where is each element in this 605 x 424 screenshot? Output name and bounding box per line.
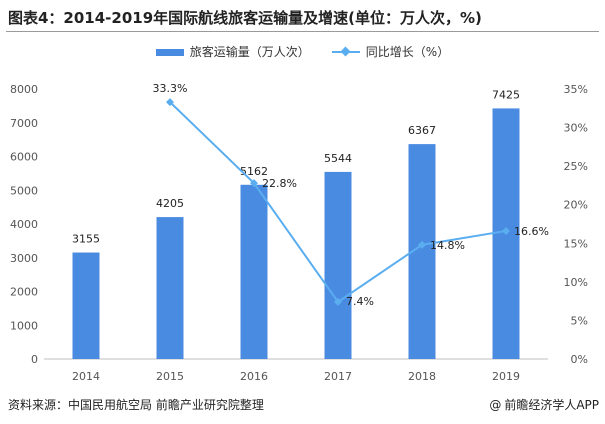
y-left-tick-label: 5000 xyxy=(10,184,38,197)
bar-data-label: 5544 xyxy=(324,152,352,165)
growth-point xyxy=(166,98,174,107)
legend-item-line: 同比增长（%） xyxy=(331,44,450,60)
bar xyxy=(240,184,268,359)
y-right-tick-label: 15% xyxy=(564,237,588,250)
y-left-tick-label: 3000 xyxy=(10,252,38,265)
at-icon: @ xyxy=(489,397,502,412)
y-right-tick-label: 30% xyxy=(564,122,588,135)
growth-data-label: 7.4% xyxy=(346,295,374,308)
y-right-tick-label: 0% xyxy=(571,353,588,366)
x-tick-label: 2015 xyxy=(156,370,184,383)
y-left-tick-label: 7000 xyxy=(10,117,38,130)
y-left-tick-label: 1000 xyxy=(10,319,38,332)
y-right-tick-label: 25% xyxy=(564,160,588,173)
y-right-tick-label: 35% xyxy=(564,83,588,96)
growth-point xyxy=(250,179,258,188)
brand-credit: @ 前瞻经济学人APP xyxy=(489,396,599,413)
bar-data-label: 7425 xyxy=(492,88,520,101)
bar xyxy=(156,217,184,359)
source-note: 资料来源：中国民用航空局 前瞻产业研究院整理 xyxy=(8,398,264,412)
bar-data-label: 4205 xyxy=(156,197,184,210)
bar xyxy=(324,171,352,359)
x-tick-label: 2016 xyxy=(240,370,268,383)
bar-data-label: 3155 xyxy=(72,233,100,246)
x-tick-label: 2014 xyxy=(72,370,100,383)
legend-bar-label: 旅客运输量（万人次） xyxy=(189,45,310,59)
y-left-tick-label: 4000 xyxy=(10,218,38,231)
growth-point xyxy=(334,297,342,306)
bar xyxy=(72,252,100,359)
y-left-tick-label: 6000 xyxy=(10,151,38,164)
y-left-tick-label: 2000 xyxy=(10,286,38,299)
brand-name: 前瞻经济学人APP xyxy=(504,398,599,412)
growth-point xyxy=(418,240,426,249)
y-right-tick-label: 10% xyxy=(564,276,588,289)
title-divider xyxy=(6,31,599,32)
legend-bar-swatch xyxy=(155,48,184,56)
legend-line-label: 同比增长（%） xyxy=(365,45,450,59)
y-left-tick-label: 0 xyxy=(31,353,38,366)
bar-data-label: 5162 xyxy=(240,165,268,178)
x-tick-label: 2018 xyxy=(408,370,436,383)
y-right-tick-label: 5% xyxy=(571,314,588,327)
chart-title: 图表4：2014-2019年国际航线旅客运输量及增速(单位：万人次，%) xyxy=(8,9,482,27)
growth-point xyxy=(502,226,510,235)
y-right-tick-label: 20% xyxy=(564,199,588,212)
growth-data-label: 22.8% xyxy=(262,177,297,190)
growth-data-label: 14.8% xyxy=(430,239,465,252)
growth-data-label: 16.6% xyxy=(514,225,549,238)
legend-item-bar: 旅客运输量（万人次） xyxy=(155,44,310,60)
bar-data-label: 6367 xyxy=(408,124,436,137)
y-left-tick-label: 8000 xyxy=(10,83,38,96)
chart-legend: 旅客运输量（万人次） 同比增长（%） xyxy=(0,44,605,60)
legend-line-swatch xyxy=(331,46,360,57)
growth-data-label: 33.3% xyxy=(153,82,188,95)
x-tick-label: 2017 xyxy=(324,370,352,383)
x-tick-label: 2019 xyxy=(492,370,520,383)
